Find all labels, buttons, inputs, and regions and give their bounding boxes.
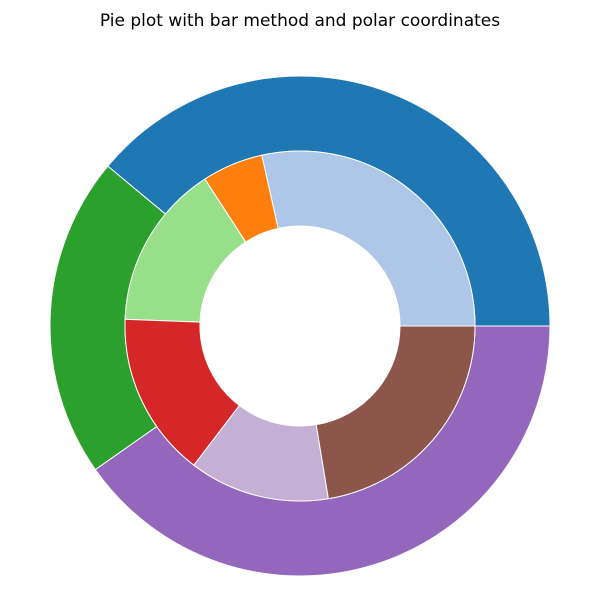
inner-wedge-1 xyxy=(261,150,476,327)
inner-ring xyxy=(124,150,476,502)
outer-ring xyxy=(49,75,551,577)
inner-wedge-6 xyxy=(315,325,476,500)
chart-title: Pie plot with bar method and polar coord… xyxy=(99,11,501,31)
